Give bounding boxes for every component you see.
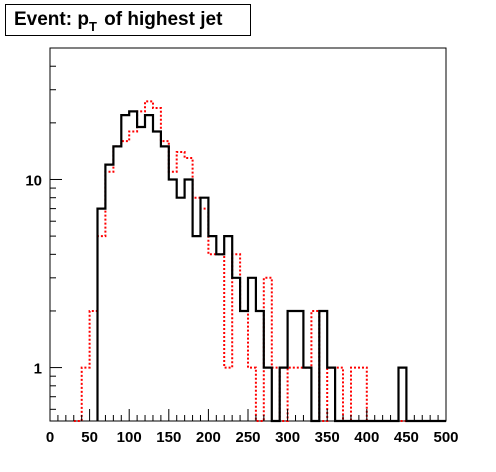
x-tick-label: 350 <box>315 429 340 446</box>
x-tick-label: 100 <box>117 429 142 446</box>
title-main: Event: p <box>14 9 89 30</box>
x-tick-label: 150 <box>156 429 181 446</box>
y-tick-label: 10 <box>25 172 42 189</box>
x-tick-label: 450 <box>394 429 419 446</box>
series-black-solid-histogram <box>96 110 446 423</box>
series-layer <box>73 100 446 423</box>
x-tick-label: 250 <box>235 429 260 446</box>
y-tick-label: 1 <box>34 361 42 378</box>
x-tick-label: 200 <box>196 429 221 446</box>
x-tick-label: 500 <box>433 429 458 446</box>
chart-title: Event: pT of highest jet <box>5 4 251 36</box>
x-tick-label: 0 <box>46 429 54 446</box>
title-subscript: T <box>88 19 97 34</box>
x-tick-label: 300 <box>275 429 300 446</box>
series-red-dotted-histogram <box>73 100 446 422</box>
x-tick-label: 400 <box>354 429 379 446</box>
title-rest: of highest jet <box>98 9 223 30</box>
plot-frame <box>49 47 447 422</box>
axis-layer: 0 50 100 150 200 250 300 350 400 450 500 1 10 <box>25 47 459 446</box>
x-tick-label: 50 <box>81 429 98 446</box>
